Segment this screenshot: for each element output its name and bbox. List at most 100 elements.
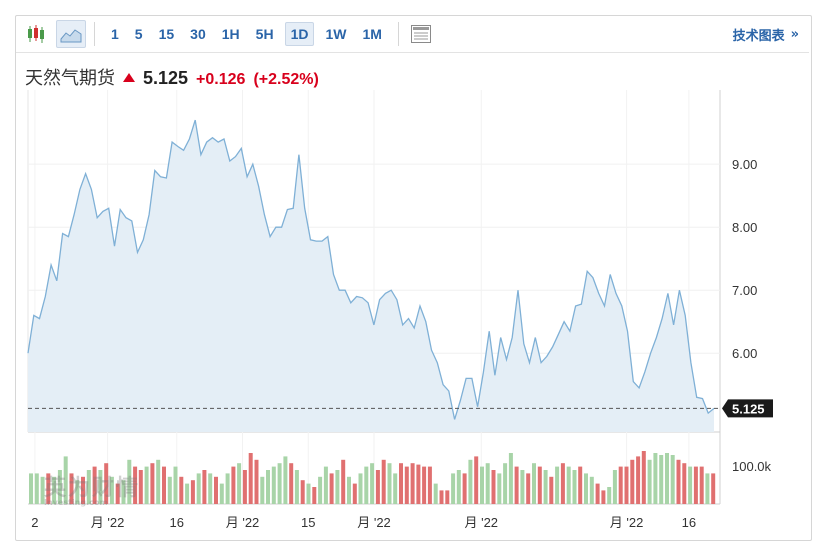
- volume-bar: [618, 466, 623, 504]
- volume-bar: [306, 483, 311, 504]
- volume-bar: [75, 480, 80, 504]
- timeframe-1m[interactable]: 1M: [362, 26, 382, 42]
- volume-bar: [92, 466, 97, 504]
- volume-bar: [185, 483, 190, 504]
- volume-bar: [699, 466, 704, 504]
- timeframe-5[interactable]: 5: [134, 26, 143, 42]
- volume-bar: [318, 476, 323, 504]
- volume-bar: [578, 466, 583, 504]
- timeframe-1w[interactable]: 1W: [325, 26, 347, 42]
- volume-bar: [138, 470, 143, 504]
- volume-bar: [566, 466, 571, 504]
- volume-bar: [358, 473, 363, 504]
- x-tick-label: 月 '22: [226, 515, 260, 530]
- volume-bar: [271, 466, 276, 504]
- volume-bar: [46, 473, 51, 504]
- volume-bar: [537, 466, 542, 504]
- volume-bar: [214, 476, 218, 504]
- volume-bar: [312, 487, 317, 504]
- volume-bar: [624, 466, 629, 504]
- volume-bar: [162, 466, 166, 504]
- volume-bar: [641, 451, 646, 504]
- volume-bar: [676, 459, 681, 504]
- volume-bar: [543, 470, 548, 504]
- volume-bar: [589, 476, 594, 504]
- volume-bar: [427, 466, 432, 504]
- volume-bar: [491, 470, 496, 504]
- candlestick-chart-button[interactable]: [22, 21, 50, 47]
- volume-bar: [375, 470, 380, 504]
- instrument-header: 天然气期货 5.125 +0.126 (+2.52%): [25, 64, 319, 90]
- volume-bar: [81, 476, 85, 504]
- volume-bar: [289, 463, 294, 504]
- volume-bar: [451, 473, 456, 504]
- timeframe-1d[interactable]: 1D: [284, 22, 315, 46]
- volume-bar: [202, 470, 207, 504]
- volume-bar: [630, 459, 635, 504]
- volume-bar: [40, 476, 45, 504]
- volume-bar: [335, 470, 340, 504]
- x-tick-label: 月 '22: [357, 515, 391, 530]
- chevron-right-icon: »: [790, 26, 799, 42]
- x-tick-label: 月 '22: [610, 515, 644, 530]
- volume-bar: [254, 459, 259, 504]
- volume-bar: [283, 456, 288, 504]
- watermark-text: 英为财情: [44, 476, 141, 501]
- volume-bar: [225, 473, 230, 504]
- chart-toolbar: 1 5 15 30 1H 5H 1D 1W 1M 技术图表 »: [16, 16, 809, 53]
- volume-bar: [127, 459, 132, 504]
- volume-bar: [393, 473, 398, 504]
- volume-bar: [237, 463, 242, 504]
- instrument-name: 天然气期货: [25, 68, 115, 89]
- volume-bar: [115, 483, 120, 504]
- volume-bar: [404, 466, 409, 504]
- volume-bar: [294, 470, 299, 504]
- timeframe-1h[interactable]: 1H: [221, 26, 240, 42]
- volume-bar: [462, 473, 467, 504]
- volume-bar: [532, 463, 536, 504]
- area-chart-icon: [60, 29, 82, 43]
- volume-bar: [480, 466, 484, 504]
- volume-bar: [196, 473, 201, 504]
- watermark-subtext: Investing.com: [44, 498, 108, 507]
- tech-chart-label: 技术图表: [732, 28, 785, 44]
- volume-bar: [560, 463, 565, 504]
- tech-chart-link[interactable]: 技术图表 »: [733, 25, 799, 44]
- volume-bar: [260, 476, 265, 504]
- volume-bar: [503, 463, 508, 504]
- volume-bar: [277, 463, 282, 504]
- timeframe-15[interactable]: 15: [158, 26, 175, 42]
- volume-bar: [133, 466, 138, 504]
- volume-bar: [370, 463, 375, 504]
- timeframe-5h[interactable]: 5H: [255, 26, 274, 42]
- volume-bar: [399, 463, 403, 504]
- volume-bar: [98, 470, 103, 504]
- y-tick-label: 8.00: [732, 220, 757, 235]
- volume-bar: [439, 490, 444, 504]
- volume-bar: [456, 470, 461, 504]
- volume-bar: [173, 466, 178, 504]
- volume-bar: [248, 453, 253, 504]
- volume-bar: [323, 466, 328, 504]
- volume-bar: [607, 487, 612, 504]
- volume-bar: [109, 476, 114, 504]
- x-tick-label: 15: [301, 515, 315, 530]
- volume-bar: [364, 466, 369, 504]
- volume-bar: [144, 466, 149, 504]
- x-tick-label: 月 '22: [91, 515, 125, 530]
- price-line: [27, 119, 715, 420]
- up-arrow-icon: [123, 73, 135, 82]
- timeframe-30[interactable]: 30: [190, 26, 206, 42]
- volume-bar: [555, 466, 560, 504]
- x-tick-label: 2: [31, 515, 38, 530]
- table-view-button[interactable]: [407, 21, 435, 47]
- area-chart-button[interactable]: [56, 20, 86, 48]
- price-area-fill: [28, 120, 714, 432]
- volume-bar: [508, 453, 513, 504]
- volume-bar: [572, 470, 577, 504]
- volume-tick-label: 100.0k: [732, 459, 772, 474]
- timeframe-1[interactable]: 1: [111, 26, 119, 42]
- volume-bar: [352, 483, 357, 504]
- volume-bar: [156, 459, 161, 504]
